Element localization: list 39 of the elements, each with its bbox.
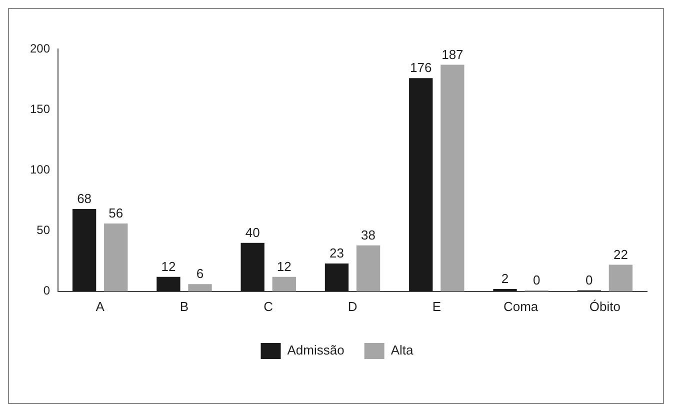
bar — [272, 276, 296, 292]
y-tick-label: 200 — [30, 41, 50, 56]
data-label: 23 — [330, 246, 344, 261]
bar — [156, 276, 180, 292]
x-tick-label: A — [96, 298, 105, 314]
bar — [324, 264, 349, 292]
bar — [240, 242, 264, 292]
bar — [440, 64, 464, 292]
x-tick-label: E — [432, 298, 442, 314]
data-label: 0 — [532, 272, 540, 288]
y-tick-label: 150 — [30, 102, 50, 116]
y-tick-label: 100 — [30, 162, 50, 177]
x-tick-label: D — [348, 298, 358, 314]
bar — [72, 208, 96, 292]
legend-label: Admissão — [287, 342, 344, 358]
x-tick-label: Coma — [503, 298, 539, 314]
bar — [356, 245, 380, 292]
data-label: 12 — [161, 258, 176, 274]
y-tick-label: 50 — [36, 223, 50, 238]
data-label: 12 — [276, 258, 292, 274]
data-label: 38 — [361, 227, 376, 242]
data-label: 2 — [501, 271, 509, 286]
data-label: 187 — [442, 46, 464, 62]
data-label: 40 — [245, 225, 260, 240]
bar — [608, 264, 633, 292]
bar — [409, 78, 433, 292]
y-tick-label: 0 — [43, 284, 50, 298]
bar — [188, 284, 212, 292]
x-tick-label: C — [264, 298, 274, 314]
legend-label: Alta — [390, 342, 414, 358]
data-label: 0 — [586, 272, 593, 288]
data-label: 176 — [410, 60, 432, 76]
x-tick-label: B — [180, 298, 189, 314]
data-label: 56 — [108, 206, 124, 221]
data-label: 68 — [77, 191, 92, 206]
data-label: 22 — [613, 246, 628, 262]
data-label: 6 — [196, 266, 204, 282]
bar — [104, 224, 128, 292]
x-tick-label: Óbito — [589, 298, 620, 314]
